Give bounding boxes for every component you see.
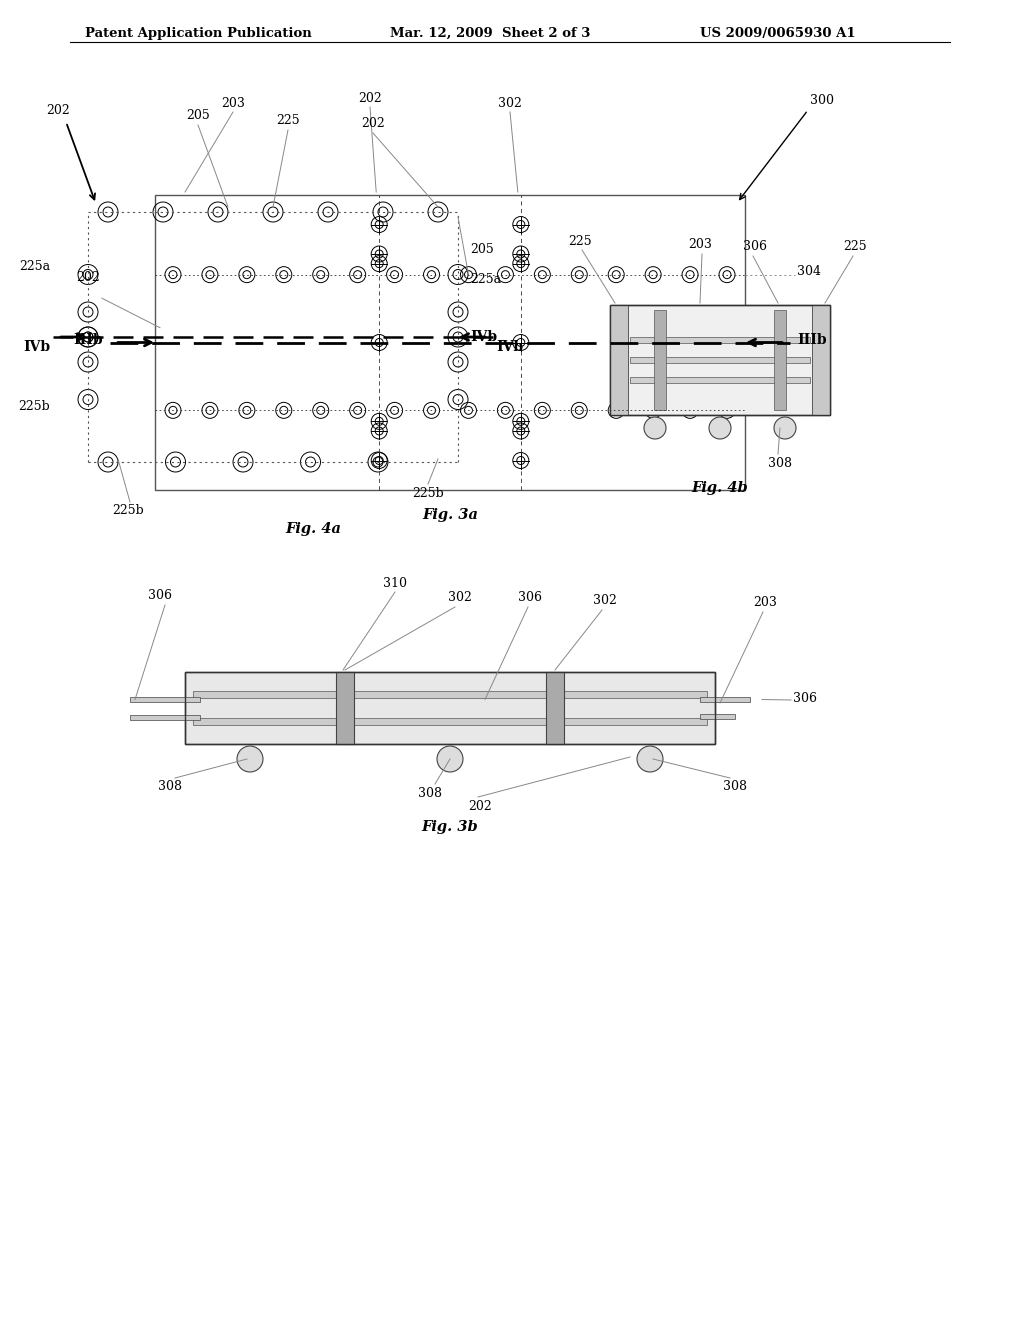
- Bar: [812, 305, 830, 414]
- Bar: [630, 337, 810, 343]
- Text: 306: 306: [148, 589, 172, 602]
- Text: 308: 308: [723, 780, 746, 793]
- Bar: [546, 672, 564, 744]
- Bar: [193, 718, 707, 725]
- Text: 205: 205: [470, 243, 494, 256]
- Text: 202: 202: [76, 271, 100, 284]
- Bar: [193, 690, 707, 698]
- Text: 202: 202: [358, 92, 382, 106]
- Text: IVb: IVb: [470, 330, 497, 345]
- Text: 310: 310: [383, 577, 407, 590]
- Bar: [700, 697, 750, 702]
- Bar: [654, 310, 666, 411]
- Circle shape: [709, 417, 731, 440]
- Bar: [610, 305, 830, 414]
- Circle shape: [237, 746, 263, 772]
- Text: 302: 302: [498, 96, 522, 110]
- Bar: [130, 715, 200, 719]
- Text: 202: 202: [468, 800, 492, 813]
- Text: Fig. 4a: Fig. 4a: [285, 521, 341, 536]
- Bar: [336, 672, 354, 744]
- Text: US 2009/0065930 A1: US 2009/0065930 A1: [700, 26, 856, 40]
- Text: 203: 203: [221, 96, 245, 110]
- Bar: [630, 378, 810, 383]
- Text: 304: 304: [797, 265, 821, 279]
- Text: 300: 300: [810, 94, 834, 107]
- Bar: [610, 305, 830, 414]
- Text: 306: 306: [743, 240, 767, 253]
- Bar: [774, 310, 786, 411]
- Text: 202: 202: [46, 104, 70, 117]
- Bar: [155, 195, 745, 490]
- Text: IVb: IVb: [496, 341, 523, 354]
- Bar: [185, 672, 715, 744]
- Text: 225: 225: [276, 114, 300, 127]
- Text: 308: 308: [418, 787, 442, 800]
- Text: Patent Application Publication: Patent Application Publication: [85, 26, 311, 40]
- Circle shape: [637, 746, 663, 772]
- Text: 225a: 225a: [470, 273, 501, 286]
- Text: 306: 306: [793, 692, 817, 705]
- Text: 302: 302: [593, 594, 616, 607]
- Text: 308: 308: [768, 457, 792, 470]
- Circle shape: [774, 417, 796, 440]
- Text: IIIb: IIIb: [74, 334, 103, 347]
- Text: 306: 306: [518, 591, 542, 605]
- Text: IVb: IVb: [23, 341, 50, 354]
- Bar: [610, 305, 628, 414]
- Text: 225b: 225b: [412, 487, 443, 500]
- Text: 308: 308: [158, 780, 182, 793]
- Bar: [185, 672, 715, 744]
- Bar: [130, 697, 200, 702]
- Text: 302: 302: [449, 591, 472, 605]
- Bar: [630, 356, 810, 363]
- Text: Fig. 3a: Fig. 3a: [422, 508, 478, 521]
- Text: 205: 205: [186, 110, 210, 121]
- Text: Fig. 4b: Fig. 4b: [691, 480, 749, 495]
- Text: Mar. 12, 2009  Sheet 2 of 3: Mar. 12, 2009 Sheet 2 of 3: [390, 26, 591, 40]
- Text: 225: 225: [843, 240, 866, 253]
- Text: 225b: 225b: [18, 400, 50, 413]
- Text: 203: 203: [753, 597, 777, 609]
- Text: 225b: 225b: [112, 504, 144, 517]
- Text: IIIb: IIIb: [797, 334, 826, 347]
- Text: 225a: 225a: [18, 260, 50, 273]
- Text: Fig. 3b: Fig. 3b: [422, 820, 478, 834]
- Circle shape: [644, 417, 666, 440]
- Text: 202: 202: [361, 117, 385, 129]
- Bar: [700, 714, 735, 719]
- Text: 203: 203: [688, 238, 712, 251]
- Text: 225: 225: [568, 235, 592, 248]
- Circle shape: [437, 746, 463, 772]
